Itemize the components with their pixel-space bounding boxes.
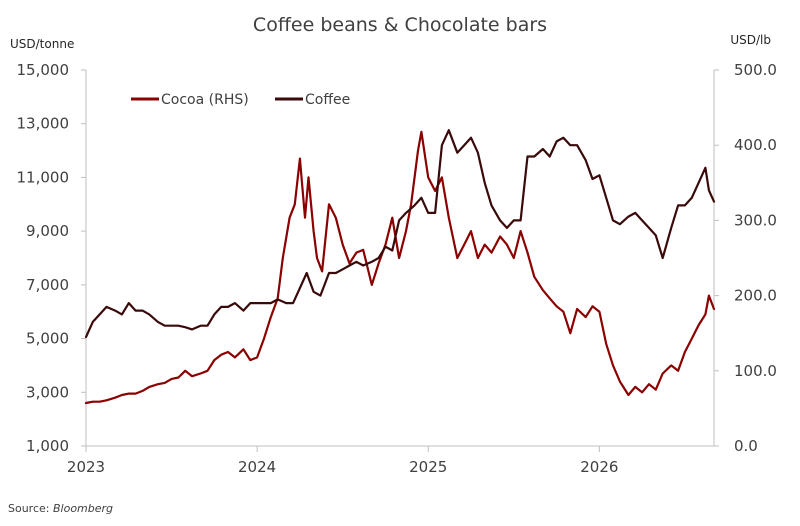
left-tick-label: 7,000 [26,276,69,294]
source-note: Source: Bloomberg [8,502,113,515]
right-tick-label: 0.0 [734,437,758,455]
x-tick-label: 2023 [67,458,105,476]
x-tick-label: 2026 [580,458,618,476]
left-tick-label: 5,000 [26,330,69,348]
x-tick-label: 2024 [238,458,276,476]
chart-title: Coffee beans & Chocolate bars [253,14,547,36]
source-name: Bloomberg [53,502,113,515]
x-axis-ticks: 2023 2024 2025 2026 [67,446,618,476]
right-tick-label: 500.0 [734,61,777,79]
x-tick-label: 2025 [409,458,447,476]
left-tick-label: 9,000 [26,222,69,240]
series-line-cocoa [84,130,716,405]
right-tick-label: 100.0 [734,362,777,380]
legend-label-cocoa: Cocoa (RHS) [161,92,249,108]
left-tick-label: 13,000 [17,115,70,133]
left-tick-label: 1,000 [26,437,69,455]
source-prefix: Source: [8,502,53,515]
right-tick-label: 200.0 [734,287,777,305]
left-axis-unit: USD/tonne [10,37,74,51]
axes [85,70,715,447]
series-line-coffee [84,129,716,339]
right-axis-unit: USD/lb [730,33,771,47]
left-tick-label: 15,000 [17,61,70,79]
right-tick-label: 400.0 [734,136,777,154]
legend: Cocoa (RHS) Coffee [131,92,350,108]
legend-label-coffee: Coffee [305,92,350,108]
right-axis-ticks: 0.0 100.0 200.0 300.0 400.0 500.0 [714,61,777,455]
left-axis-ticks: 1,000 3,000 5,000 7,000 9,000 11,000 13,000 15,… [17,61,86,455]
left-tick-label: 3,000 [26,383,69,401]
right-tick-label: 300.0 [734,211,777,229]
series-layer [84,129,716,405]
left-tick-label: 11,000 [17,168,70,186]
